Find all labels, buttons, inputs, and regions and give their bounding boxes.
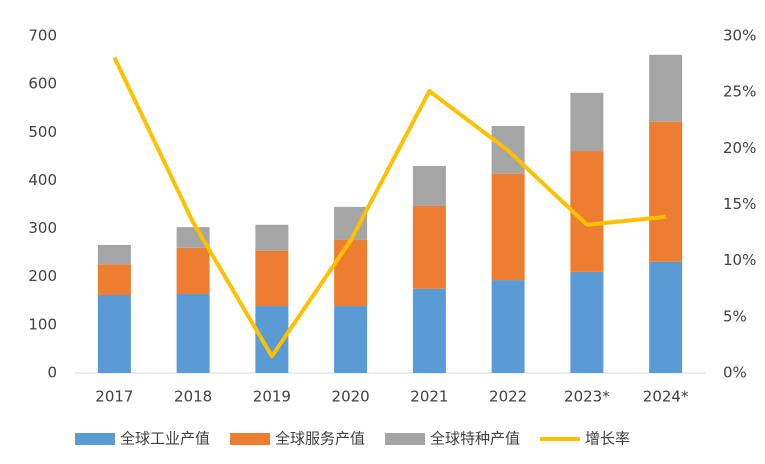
legend-swatch: [385, 433, 425, 445]
x-tick-label: 2018: [174, 388, 212, 406]
y2-tick-label: 20%: [723, 139, 756, 157]
y-tick-label: 500: [28, 123, 57, 141]
bar: [570, 93, 603, 151]
bar: [413, 289, 446, 373]
bar: [649, 122, 682, 262]
y-tick-label: 300: [28, 219, 57, 237]
x-tick-label: 2023*: [564, 388, 610, 406]
bar: [334, 207, 367, 240]
legend-swatch: [230, 433, 270, 445]
bar: [177, 294, 210, 373]
bar: [649, 262, 682, 373]
x-tick-label: 2022: [489, 388, 527, 406]
bar: [413, 166, 446, 206]
bar: [413, 206, 446, 289]
y-tick-label: 200: [28, 267, 57, 285]
legend-label: 全球服务产值: [275, 430, 365, 448]
bar: [177, 248, 210, 294]
legend-swatch: [75, 433, 115, 445]
legend-label: 全球特种产值: [430, 430, 520, 448]
bar: [98, 295, 131, 373]
bar: [649, 55, 682, 122]
x-tick-label: 2019: [253, 388, 291, 406]
y-tick-label: 600: [28, 75, 57, 93]
y2-tick-label: 30%: [723, 27, 756, 45]
bar: [334, 240, 367, 306]
y2-tick-label: 25%: [723, 83, 756, 101]
y2-tick-label: 0%: [723, 364, 747, 382]
y2-tick-label: 15%: [723, 195, 756, 213]
y2-tick-label: 5%: [723, 307, 747, 325]
y-tick-label: 100: [28, 315, 57, 333]
y-tick-label: 700: [28, 27, 57, 45]
x-tick-label: 2020: [332, 388, 370, 406]
bar: [255, 225, 288, 251]
legend-label: 全球工业产值: [120, 430, 210, 448]
bar: [492, 174, 525, 280]
x-tick-label: 2021: [410, 388, 448, 406]
x-tick-label: 2017: [95, 388, 133, 406]
bar: [492, 280, 525, 373]
legend-label: 增长率: [585, 430, 630, 448]
bar: [570, 272, 603, 373]
y-tick-label: 400: [28, 171, 57, 189]
y2-tick-label: 10%: [723, 251, 756, 269]
bar: [98, 245, 131, 264]
y-tick-label: 0: [47, 364, 57, 382]
x-tick-label: 2024*: [643, 388, 689, 406]
bar: [255, 251, 288, 306]
bar: [98, 264, 131, 295]
bar: [334, 306, 367, 373]
